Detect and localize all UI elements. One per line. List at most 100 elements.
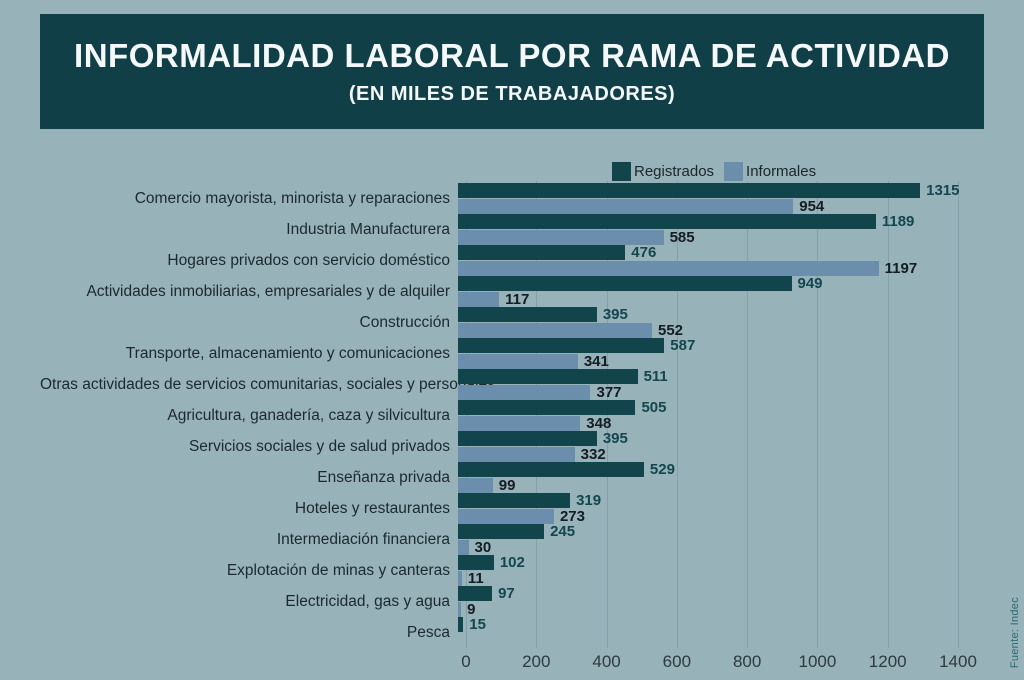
category-label: Industria Manufacturera <box>286 220 450 238</box>
chart-header: INFORMALIDAD LABORAL POR RAMA DE ACTIVID… <box>40 14 984 129</box>
gridline <box>887 181 889 648</box>
category-label: Enseñanza privada <box>317 468 450 486</box>
bar-informales <box>458 261 879 276</box>
bar-registrados <box>458 214 876 229</box>
category-row: Actividades inmobiliarias, empresariales… <box>40 275 1000 308</box>
category-row: Agricultura, ganadería, caza y silvicult… <box>40 399 1000 432</box>
value-label-registrados: 1189 <box>881 213 915 230</box>
value-label-informales: 30 <box>474 539 492 556</box>
x-tick-label: 800 <box>732 652 762 671</box>
category-label: Transporte, almacenamiento y comunicacio… <box>125 344 450 362</box>
category-label: Hogares privados con servicio doméstico <box>167 251 450 269</box>
value-label-informales: 11 <box>467 570 484 587</box>
category-label: Electricidad, gas y agua <box>285 592 450 610</box>
bar-informales <box>458 199 794 214</box>
value-label-registrados: 529 <box>649 461 675 478</box>
category-row: Otras actividades de servicios comunitar… <box>40 368 1000 401</box>
category-row: Servicios sociales y de salud privados 39… <box>40 430 1000 463</box>
category-label: Pesca <box>406 623 450 641</box>
category-row: Enseñanza privada 529 99 <box>40 461 1000 494</box>
category-label: Otras actividades de servicios comunitar… <box>40 375 495 393</box>
bar-registrados <box>458 245 626 260</box>
value-label-registrados: 395 <box>602 306 628 323</box>
x-tick-label: 600 <box>662 652 692 671</box>
value-label-registrados: 1315 <box>926 182 960 199</box>
bar-registrados <box>458 338 665 353</box>
category-label: Explotación de minas y canteras <box>226 561 450 579</box>
bar-registrados <box>458 400 636 415</box>
bar-informales <box>458 540 469 555</box>
gridline <box>747 181 749 648</box>
bar-registrados <box>458 493 571 508</box>
x-tick-label: 1200 <box>868 652 907 671</box>
bar-informales <box>458 292 500 307</box>
bar-informales <box>458 602 462 617</box>
category-row: Industria Manufacturera 1189 585 <box>40 213 1000 246</box>
x-axis: 0 200 400 600 800 1000 1200 1400 <box>461 652 977 674</box>
x-tick-label: 0 <box>461 652 471 671</box>
legend-label-registrados: Registrados <box>634 162 715 180</box>
category-row: Explotación de minas y canteras 102 11 <box>40 554 1000 587</box>
value-label-informales: 1197 <box>884 260 918 277</box>
source-note: Fuente: Indec <box>1009 596 1021 668</box>
x-tick-label: 400 <box>592 652 621 671</box>
category-row: Hogares privados con servicio doméstico 4… <box>40 244 1000 277</box>
bar-registrados <box>458 431 597 446</box>
category-label: Construcción <box>359 313 450 331</box>
bar-registrados <box>458 183 921 198</box>
value-label-informales: 9 <box>467 601 476 618</box>
value-label-informales: 341 <box>583 353 609 370</box>
category-row: Construcción 395 552 <box>40 306 1000 339</box>
chart-legend: Registrados Informales <box>612 161 826 181</box>
registrados-swatch-icon <box>612 161 631 181</box>
category-row: Transporte, almacenamiento y comunicacio… <box>40 337 1000 370</box>
category-label: Servicios sociales y de salud privados <box>188 437 450 455</box>
value-label-registrados: 319 <box>576 492 602 509</box>
category-row: Electricidad, gas y agua 97 9 <box>40 585 1000 618</box>
category-label: Hoteles y restaurantes <box>294 499 450 517</box>
bar-registrados <box>458 586 493 601</box>
x-tick-label: 1400 <box>939 652 977 671</box>
value-label-informales: 377 <box>596 384 622 401</box>
category-label: Actividades inmobiliarias, empresariales… <box>86 282 450 300</box>
x-tick-label: 1000 <box>798 652 837 671</box>
value-label-registrados: 395 <box>602 430 628 447</box>
value-label-registrados: 102 <box>499 554 525 571</box>
category-label: Comercio mayorista, minorista y reparaci… <box>134 189 450 207</box>
bar-informales <box>458 230 664 245</box>
value-label-registrados: 97 <box>498 585 515 602</box>
category-label: Agricultura, ganadería, caza y silvicult… <box>167 406 450 424</box>
value-label-informales: 348 <box>586 415 612 432</box>
category-row: Comercio mayorista, minorista y reparaci… <box>40 182 1000 215</box>
value-label-informales: 117 <box>505 291 530 308</box>
bar-informales <box>458 478 493 493</box>
value-label-informales: 585 <box>669 229 695 246</box>
bar-registrados <box>458 617 464 632</box>
bar-informales <box>458 323 652 338</box>
category-row: Intermediación financiera 245 30 <box>40 523 1000 556</box>
bar-informales <box>458 385 591 400</box>
legend-label-informales: Informales <box>746 162 817 180</box>
x-tick-label: 200 <box>522 652 551 671</box>
value-label-registrados: 587 <box>670 337 696 354</box>
bar-informales <box>458 354 578 369</box>
value-label-registrados: 505 <box>641 399 667 416</box>
category-row: Hoteles y restaurantes 319 273 <box>40 492 1000 525</box>
chart-title: INFORMALIDAD LABORAL POR RAMA DE ACTIVID… <box>74 37 950 74</box>
value-label-registrados: 15 <box>469 616 486 633</box>
value-label-registrados: 245 <box>550 523 576 540</box>
bar-rows: Comercio mayorista, minorista y reparaci… <box>40 182 1000 648</box>
value-label-informales: 954 <box>799 198 825 215</box>
legend-item-registrados: Registrados <box>612 161 715 181</box>
value-label-informales: 99 <box>498 477 516 494</box>
bar-informales <box>458 416 581 431</box>
bar-registrados <box>458 524 545 539</box>
bar-registrados <box>458 369 638 384</box>
bar-informales <box>458 509 554 524</box>
informales-swatch-icon <box>724 161 744 181</box>
category-row: Pesca 15 <box>40 616 1000 648</box>
value-label-registrados: 476 <box>631 244 657 261</box>
value-label-registrados: 511 <box>643 368 668 385</box>
bar-informales <box>458 447 575 462</box>
